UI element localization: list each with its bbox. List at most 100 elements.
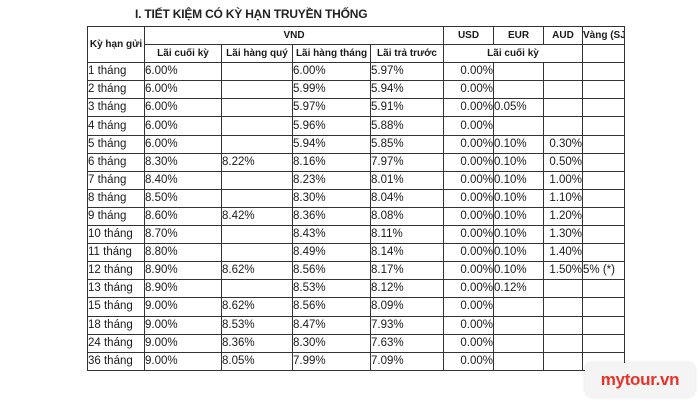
- lai-hang-quy-header: Lãi hàng quý: [221, 44, 293, 64]
- lai-hang-quy-cell: 8.22%: [221, 152, 293, 172]
- lai-tra-truoc-cell: 7.93%: [370, 315, 444, 335]
- gold-cell: [582, 297, 625, 317]
- table-row: 13 tháng 8.90% 8.53% 8.12% 0.00% 0.12%: [87, 279, 625, 299]
- lai-hang-thang-header: Lãi hàng tháng: [292, 44, 371, 64]
- eur-cell: 0.10%: [493, 170, 544, 190]
- eur-cell: 0.12%: [493, 279, 544, 299]
- lai-hang-quy-cell: [221, 98, 293, 118]
- interest-rate-table: Kỳ hạn gửi VND USD EUR AUD Vàng (SJC) Lã…: [87, 25, 625, 371]
- term-cell: 10 tháng: [87, 225, 145, 245]
- usd-cell: 0.00%: [443, 243, 494, 263]
- lai-tra-truoc-cell: 5.97%: [370, 62, 444, 82]
- lai-tra-truoc-cell: 8.17%: [370, 261, 444, 281]
- table-row: 8 tháng 8.50% 8.30% 8.04% 0.00% 0.10% 1.10%: [87, 188, 625, 208]
- usd-cell: 0.00%: [443, 315, 494, 335]
- usd-header: USD: [443, 25, 494, 46]
- rate-table-body: 1 tháng 6.00% 6.00% 5.97% 0.00% 2 tháng 6.00% 5…: [87, 62, 625, 371]
- term-cell: 18 tháng: [87, 315, 145, 335]
- usd-cell: 0.00%: [443, 188, 494, 208]
- table-row: 36 tháng 9.00% 8.05% 7.99% 7.09% 0.00%: [87, 351, 625, 371]
- lai-hang-thang-cell: 8.56%: [292, 261, 371, 281]
- lai-cuoi-ky-cell: 6.00%: [144, 80, 222, 100]
- lai-hang-thang-cell: 8.43%: [292, 225, 371, 245]
- lai-hang-thang-cell: 8.47%: [292, 315, 371, 335]
- table-row: 24 tháng 9.00% 8.36% 8.30% 7.63% 0.00%: [87, 333, 625, 353]
- lai-hang-quy-cell: 8.62%: [221, 297, 293, 317]
- table-row: 10 tháng 8.70% 8.43% 8.11% 0.00% 0.10% 1.30%: [87, 225, 625, 245]
- usd-cell: 0.00%: [443, 279, 494, 299]
- gold-header: Vàng (SJC): [582, 25, 625, 46]
- aud-cell: 0.50%: [543, 152, 583, 172]
- aud-cell: 0.30%: [543, 134, 583, 154]
- gold-cell: [582, 188, 625, 208]
- aud-cell: 1.00%: [543, 170, 583, 190]
- lai-hang-quy-cell: [221, 134, 293, 154]
- aud-cell: [543, 98, 583, 118]
- eur-cell: 0.10%: [493, 261, 544, 281]
- gold-cell: [582, 98, 625, 118]
- aud-cell: 1.20%: [543, 206, 583, 227]
- lai-cuoi-ky-cell: 8.80%: [144, 243, 222, 263]
- table-row: 9 tháng 8.60% 8.42% 8.36% 8.08% 0.00% 0.10% 1.2…: [87, 206, 625, 227]
- table-row: 2 tháng 6.00% 5.99% 5.94% 0.00%: [87, 80, 625, 100]
- gold-cell: [582, 243, 625, 263]
- eur-cell: 0.10%: [493, 152, 544, 172]
- table-row: 4 tháng 6.00% 5.96% 5.88% 0.00%: [87, 116, 625, 136]
- usd-cell: 0.00%: [443, 116, 494, 136]
- lai-tra-truoc-cell: 8.11%: [370, 225, 444, 245]
- lai-hang-quy-cell: 8.36%: [221, 333, 293, 353]
- usd-cell: 0.00%: [443, 333, 494, 353]
- term-cell: 9 tháng: [87, 206, 145, 227]
- usd-cell: 0.00%: [443, 134, 494, 154]
- aud-cell: [543, 62, 583, 82]
- term-cell: 6 tháng: [87, 152, 145, 172]
- aud-cell: 1.10%: [543, 188, 583, 208]
- usd-cell: 0.00%: [443, 80, 494, 100]
- lai-hang-quy-cell: 8.62%: [221, 261, 293, 281]
- usd-cell: 0.00%: [443, 152, 494, 172]
- lai-hang-thang-cell: 8.16%: [292, 152, 371, 172]
- table-row: 1 tháng 6.00% 6.00% 5.97% 0.00%: [87, 62, 625, 82]
- eur-cell: [493, 315, 544, 335]
- term-cell: 12 tháng: [87, 261, 145, 281]
- term-cell: 8 tháng: [87, 188, 145, 208]
- gold-cell: [582, 134, 625, 154]
- table-row: 7 tháng 8.40% 8.23% 8.01% 0.00% 0.10% 1.00%: [87, 170, 625, 190]
- lai-hang-thang-cell: 5.97%: [292, 98, 371, 118]
- lai-cuoi-ky-cell: 9.00%: [144, 297, 222, 317]
- gold-cell: [582, 225, 625, 245]
- eur-cell: [493, 297, 544, 317]
- gold-subheader: [582, 44, 625, 64]
- lai-cuoi-ky-cell: 6.00%: [144, 62, 222, 82]
- lai-tra-truoc-cell: 7.09%: [370, 351, 444, 371]
- lai-hang-quy-cell: [221, 279, 293, 299]
- gold-cell: [582, 279, 625, 299]
- lai-tra-truoc-cell: 8.04%: [370, 188, 444, 208]
- gold-cell: [582, 80, 625, 100]
- lai-hang-thang-cell: 8.30%: [292, 188, 371, 208]
- eur-cell: [493, 80, 544, 100]
- term-cell: 15 tháng: [87, 297, 145, 317]
- gold-cell: [582, 152, 625, 172]
- usd-cell: 0.00%: [443, 297, 494, 317]
- lai-hang-thang-cell: 8.30%: [292, 333, 371, 353]
- lai-hang-thang-cell: 5.96%: [292, 116, 371, 136]
- page-title: I. TIẾT KIỆM CÓ KỲ HẠN TRUYỀN THỐNG: [135, 7, 368, 21]
- lai-hang-thang-cell: 5.94%: [292, 134, 371, 154]
- term-cell: 3 tháng: [87, 98, 145, 118]
- lai-hang-quy-cell: [221, 80, 293, 100]
- gold-cell: [582, 333, 625, 353]
- aud-cell: [543, 333, 583, 353]
- lai-cuoi-ky-cell: 9.00%: [144, 351, 222, 371]
- lai-hang-quy-cell: [221, 116, 293, 136]
- usd-cell: 0.00%: [443, 351, 494, 371]
- gold-cell: 5% (*): [582, 261, 625, 281]
- aud-cell: [543, 351, 583, 371]
- aud-cell: [543, 116, 583, 136]
- term-cell: 7 tháng: [87, 170, 145, 190]
- term-cell: 13 tháng: [87, 279, 145, 299]
- lai-tra-truoc-cell: 8.09%: [370, 297, 444, 317]
- lai-tra-truoc-cell: 7.97%: [370, 152, 444, 172]
- lai-hang-thang-cell: 8.23%: [292, 170, 371, 190]
- table-row: 12 tháng 8.90% 8.62% 8.56% 8.17% 0.00% 0.10% 1.…: [87, 261, 625, 281]
